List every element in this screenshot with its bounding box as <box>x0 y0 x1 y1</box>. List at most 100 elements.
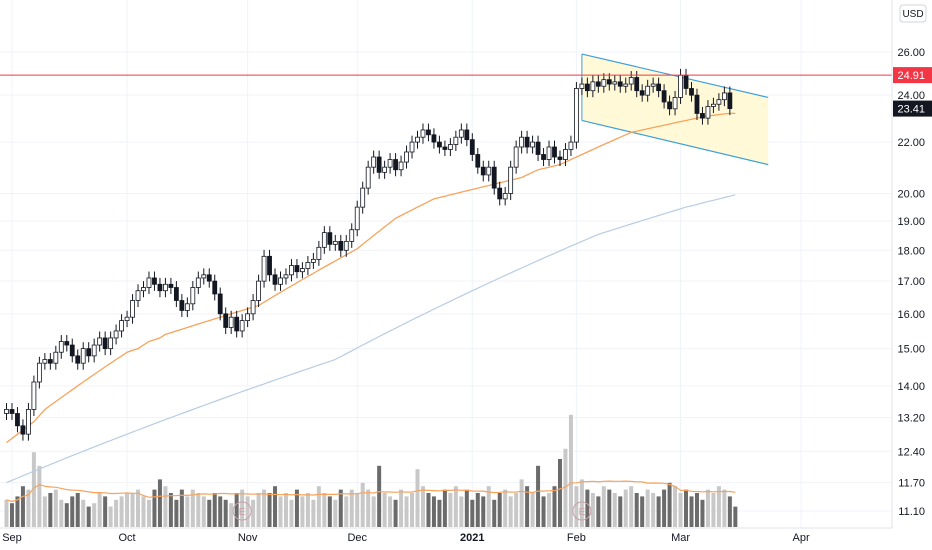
earnings-icon[interactable] <box>572 501 592 521</box>
currency-button[interactable]: USD <box>899 4 927 23</box>
volume-bar <box>316 486 321 527</box>
volume-bar <box>31 452 36 527</box>
volume-bar <box>711 493 716 527</box>
candle-body <box>206 274 212 282</box>
candle-body <box>53 351 59 364</box>
volume-bar <box>163 486 168 527</box>
volume-bar <box>640 496 645 527</box>
price-tick-label: 22.00 <box>897 137 925 149</box>
candle-body <box>601 79 607 87</box>
volume-bar <box>722 489 727 527</box>
price-tick-label: 16.00 <box>897 309 925 321</box>
candle-body <box>15 413 20 427</box>
volume-bar <box>673 486 678 527</box>
volume-bar <box>557 459 562 527</box>
volume-bar <box>338 489 343 527</box>
chart-grid <box>0 0 892 527</box>
candle-body <box>119 320 124 332</box>
volume-bar <box>327 496 332 527</box>
candle-body <box>546 146 552 160</box>
candle-body <box>552 146 557 158</box>
candle-body <box>376 156 382 173</box>
candle-body <box>590 81 596 92</box>
volume-bar <box>733 506 738 527</box>
volume-bar <box>267 493 272 527</box>
volume-bar <box>229 503 234 527</box>
candle-body <box>9 409 15 414</box>
price-tick-label: 14.00 <box>897 381 925 393</box>
volume-bar <box>278 496 283 527</box>
time-axis[interactable]: Sep Oct Nov Dec 2021 Feb Mar Apr <box>0 527 892 544</box>
volume-bar <box>240 489 245 527</box>
candle-body <box>486 166 492 176</box>
candle-body <box>58 341 64 353</box>
candle-body <box>700 113 705 119</box>
candle-body <box>491 166 497 189</box>
candle-body <box>645 85 651 96</box>
volume-bar <box>470 499 475 527</box>
volume-bar <box>442 489 447 527</box>
volume-bar <box>684 489 689 527</box>
earnings-icon[interactable] <box>232 501 252 521</box>
volume-bar <box>196 493 201 527</box>
volume-bar <box>108 506 113 527</box>
volume-bar <box>185 496 190 527</box>
volume-bar <box>152 489 157 527</box>
candle-body <box>234 316 240 332</box>
candle-body <box>36 362 42 383</box>
candle-body <box>223 313 229 328</box>
price-tick-label: 24.00 <box>897 90 925 102</box>
volume-bar <box>656 496 661 527</box>
channel-upper-line[interactable] <box>581 53 769 99</box>
volume-bar <box>207 499 212 527</box>
volume-bar <box>75 493 80 527</box>
volume-bar <box>212 493 217 527</box>
candle-body <box>530 141 535 148</box>
volume-bar <box>366 489 371 527</box>
volume-bar <box>634 493 639 527</box>
volume-bar <box>492 499 497 527</box>
volume-bar <box>283 493 288 527</box>
volume-bar <box>190 489 195 527</box>
earnings-icon-letter: E <box>579 507 586 518</box>
volume-bar <box>125 493 130 527</box>
volume-bar <box>273 486 278 527</box>
candle-body <box>212 280 218 295</box>
candle-body <box>300 268 305 273</box>
candle-body <box>354 206 360 231</box>
candle-body <box>404 151 409 163</box>
channel-lower-line[interactable] <box>581 119 769 166</box>
candle-body <box>289 265 294 276</box>
volume-bar <box>53 489 58 527</box>
candle-body <box>365 166 371 189</box>
candle-body <box>541 154 546 160</box>
candle-body <box>716 99 722 105</box>
candle-body <box>513 146 519 168</box>
candle-body <box>382 166 388 173</box>
volume-bar <box>716 486 721 527</box>
candle-body <box>108 337 114 350</box>
volume-bar <box>563 448 568 527</box>
volume-bar <box>130 493 135 527</box>
candle-body <box>606 79 612 85</box>
candle-body <box>360 187 366 208</box>
volume-bar <box>4 499 9 527</box>
candle-body <box>141 287 146 292</box>
price-axis[interactable]: 26.00 24.00 22.00 20.00 19.00 18.00 17.00 16.00… <box>891 0 932 528</box>
volume-bar <box>514 493 519 527</box>
volume-bar <box>64 503 69 527</box>
candle-body <box>239 320 245 332</box>
candle-body <box>458 129 464 138</box>
candle-body <box>245 313 251 322</box>
volume-bar <box>579 479 584 527</box>
candle-body <box>409 141 415 153</box>
resistance-price-label: 24.91 <box>897 70 925 82</box>
volume-bar <box>503 489 508 527</box>
volume-bar <box>245 496 250 527</box>
price-tick-label: 19.00 <box>897 216 925 228</box>
candle-body <box>135 290 141 301</box>
candle-body <box>519 136 525 148</box>
candle-body <box>508 166 514 194</box>
